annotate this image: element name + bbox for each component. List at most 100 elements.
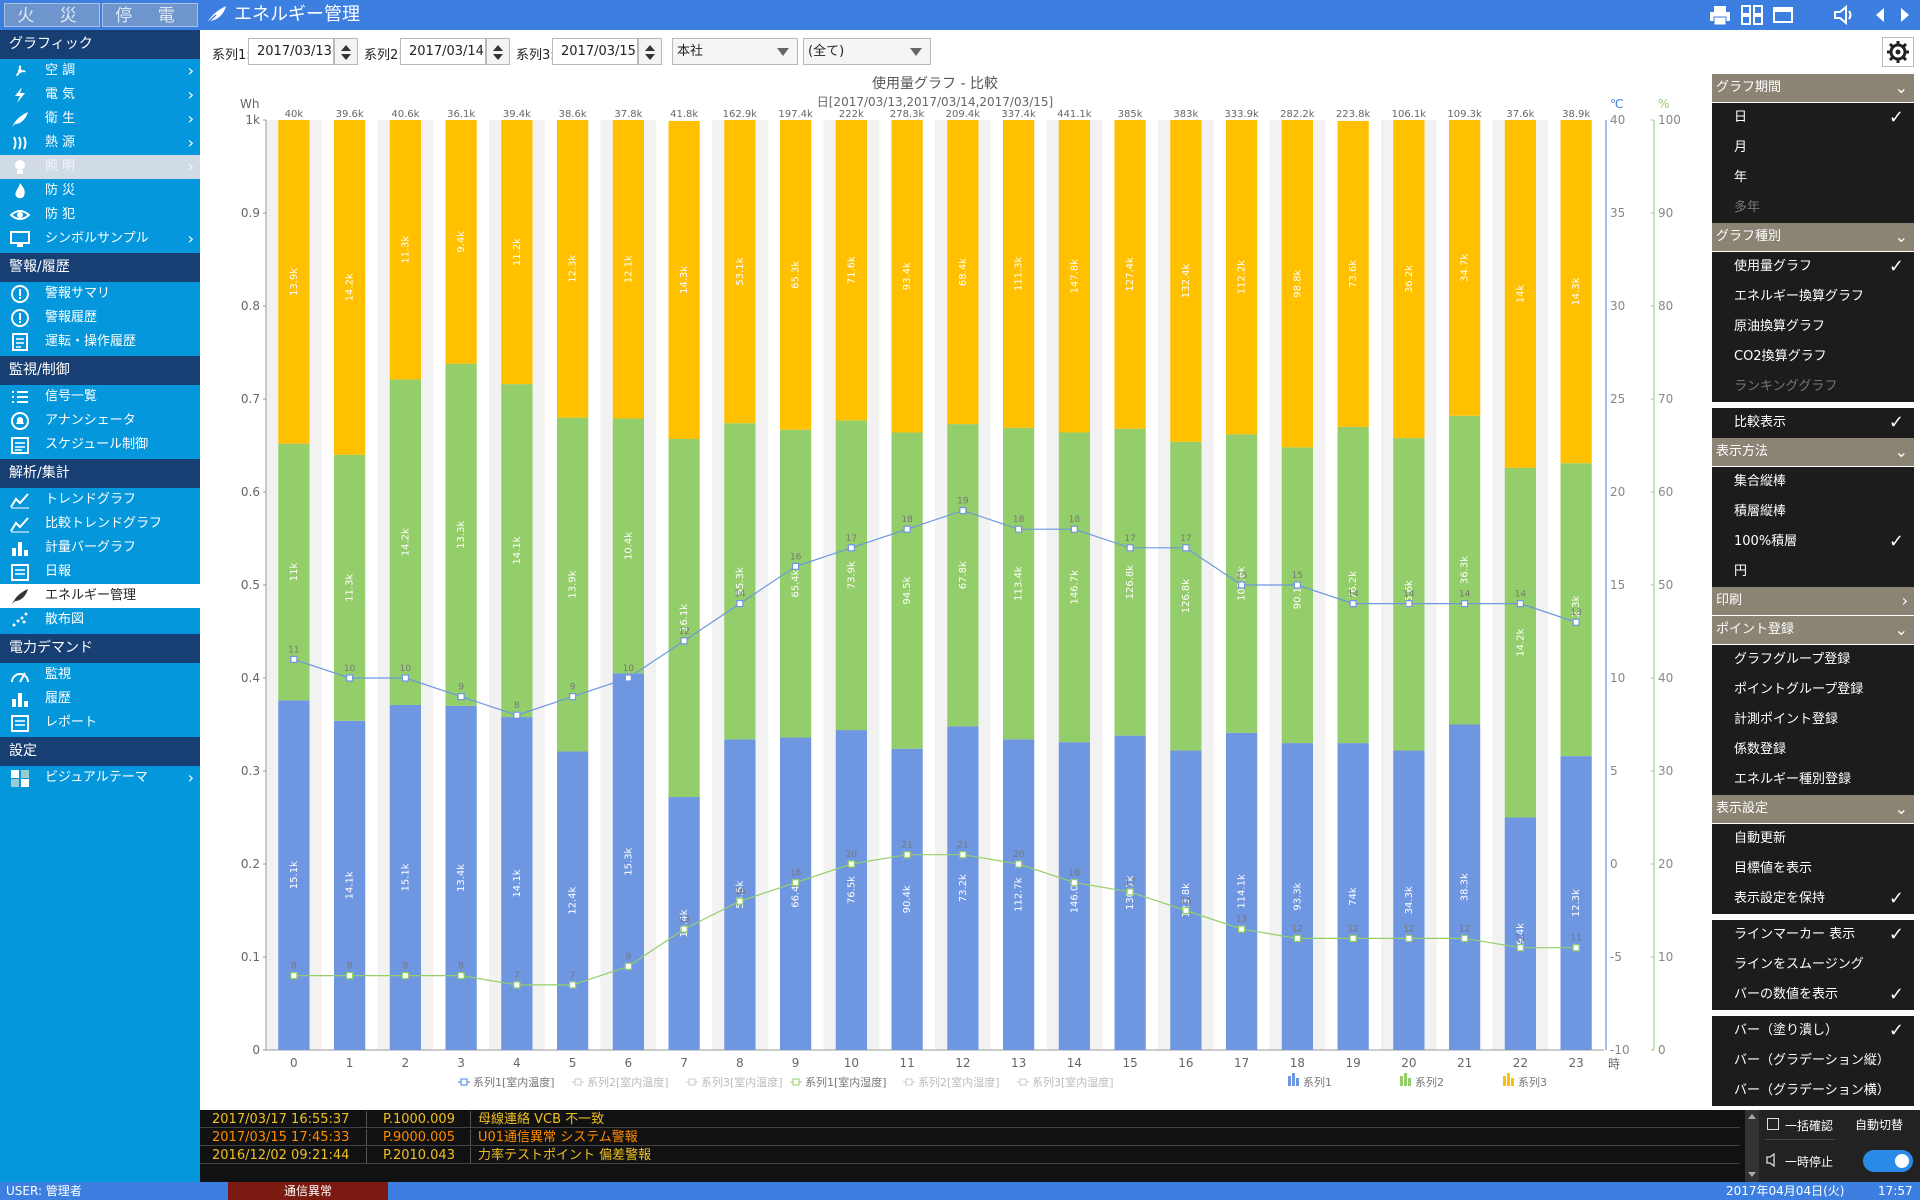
bar-segment[interactable] [445,363,477,706]
site-select[interactable]: 本社 [672,38,798,65]
line-marker[interactable] [1126,544,1134,552]
series3-date-stepper[interactable] [638,38,662,65]
option-item[interactable]: 目標値を表示 [1712,854,1914,884]
confirm-all-button[interactable]: 一括確認 [1765,1116,1835,1140]
line-marker[interactable] [401,971,409,980]
bar-segment[interactable] [612,418,644,674]
line-marker[interactable] [569,692,577,701]
bar-segment[interactable] [1504,467,1536,818]
bar-segment[interactable] [501,384,533,718]
option-item[interactable]: 原油換算グラフ [1712,312,1914,342]
bar-segment[interactable] [1114,428,1146,736]
series1-date-input[interactable]: 2017/03/13 [248,38,334,65]
bar-segment[interactable] [1393,438,1425,751]
line-marker[interactable] [959,851,967,859]
line-marker[interactable] [847,860,855,868]
option-item[interactable]: エネルギー種別登録 [1712,765,1914,795]
line-marker[interactable] [847,544,855,552]
line-marker[interactable] [457,971,465,980]
window-icon[interactable] [1771,4,1795,26]
line-marker[interactable] [792,878,800,887]
option-group-header[interactable]: 印刷 › [1712,587,1914,615]
line-marker[interactable] [457,692,465,701]
sidebar-item[interactable]: 電 気 › [0,83,200,107]
line-marker[interactable] [1572,944,1580,952]
option-item[interactable]: 円 [1712,557,1914,587]
bar-segment[interactable] [1114,120,1146,429]
line-marker[interactable] [346,971,354,980]
bar-segment[interactable] [1560,463,1592,757]
bar-segment[interactable] [780,737,812,1050]
bar-segment[interactable] [1337,426,1369,744]
line-marker[interactable] [1349,599,1357,608]
bar-segment[interactable] [1226,120,1258,435]
line-marker[interactable] [1349,934,1357,943]
sidebar-item[interactable]: 空 調 › [0,59,200,83]
sidebar-item[interactable]: 警報サマリ [0,282,200,306]
line-marker[interactable] [1015,525,1023,533]
fire-alarm-button[interactable]: 火 災 [4,3,100,27]
legend-label[interactable]: 系列3[室内湿度] [1032,1075,1114,1089]
scroll-up-icon[interactable] [1748,1114,1756,1119]
bar-segment[interactable] [780,429,812,738]
bar-segment[interactable] [724,120,756,424]
bar-segment[interactable] [501,717,533,1050]
line-marker[interactable] [1182,906,1190,915]
bar-segment[interactable] [891,748,923,1050]
comm-error-badge[interactable]: 通信異常 [228,1182,388,1200]
option-item[interactable]: バーの数値を表示 ✓ [1712,980,1914,1010]
bar-segment[interactable] [947,726,979,1050]
option-item[interactable]: バー（グラデーション縦） [1712,1046,1914,1076]
line-marker[interactable] [680,925,688,933]
legend-label[interactable]: 系列1 [1303,1075,1332,1089]
forward-icon[interactable] [1893,4,1917,26]
series1-date-stepper[interactable] [334,38,358,65]
line-marker[interactable] [1182,544,1190,552]
bar-segment[interactable] [1170,120,1202,442]
sidebar-item[interactable]: シンボルサンプル › [0,227,200,251]
line-marker[interactable] [401,674,409,682]
series2-date-stepper[interactable] [486,38,510,65]
line-marker[interactable] [513,711,521,719]
sidebar-item[interactable]: 衛 生 › [0,107,200,131]
bar-segment[interactable] [891,120,923,433]
series3-date-input[interactable]: 2017/03/15 [552,38,638,65]
alert-row[interactable]: 2016/12/02 09:21:44 P.2010.043 力率テストポイント 偏… [200,1147,1740,1164]
line-marker[interactable] [736,599,744,608]
line-marker[interactable] [1293,934,1301,943]
option-item[interactable]: 表示設定を保持 ✓ [1712,884,1914,914]
option-item[interactable]: ランキンググラフ [1712,372,1914,402]
option-item[interactable]: 比較表示 ✓ [1712,408,1914,438]
back-icon[interactable] [1868,4,1892,26]
sidebar-item[interactable]: 信号一覧 [0,385,200,409]
bar-segment[interactable] [557,120,589,418]
line-marker[interactable] [1516,944,1524,952]
line-marker[interactable] [1572,618,1580,626]
bar-segment[interactable] [1003,427,1035,740]
bar-segment[interactable] [1226,732,1258,1050]
bar-segment[interactable] [668,120,700,439]
line-marker[interactable] [346,674,354,682]
line-marker[interactable] [1405,599,1413,608]
legend-label[interactable]: 系列3 [1518,1075,1547,1089]
filter-select[interactable]: (全て) [803,38,931,65]
line-marker[interactable] [1461,934,1469,943]
sidebar-item[interactable]: トレンドグラフ [0,488,200,512]
option-group-header[interactable]: グラフ期間 ⌄ [1712,74,1914,102]
bar-segment[interactable] [1003,739,1035,1050]
sidebar-item[interactable]: レポート [0,711,200,735]
alert-row[interactable]: 2017/03/17 16:55:37 P.1000.009 母線連絡 VCB 不一… [200,1111,1740,1128]
sidebar-item[interactable]: スケジュール制御 [0,433,200,457]
option-group-header[interactable]: 表示方法 ⌄ [1712,438,1914,466]
bar-segment[interactable] [1170,441,1202,751]
line-marker[interactable] [1238,925,1246,933]
bar-segment[interactable] [835,120,867,421]
bar-segment[interactable] [724,739,756,1050]
bar-segment[interactable] [1393,120,1425,439]
line-marker[interactable] [1015,860,1023,868]
option-item[interactable]: バー（塗り潰し） ✓ [1712,1016,1914,1046]
alert-row[interactable]: 2017/03/15 17:45:33 P.9000.005 U01通信異常 システ… [200,1129,1740,1146]
legend-label[interactable]: 系列1[室内湿度] [805,1075,887,1089]
sidebar-item[interactable]: アナンシェータ [0,409,200,433]
sidebar-item[interactable]: 防 災 [0,179,200,203]
